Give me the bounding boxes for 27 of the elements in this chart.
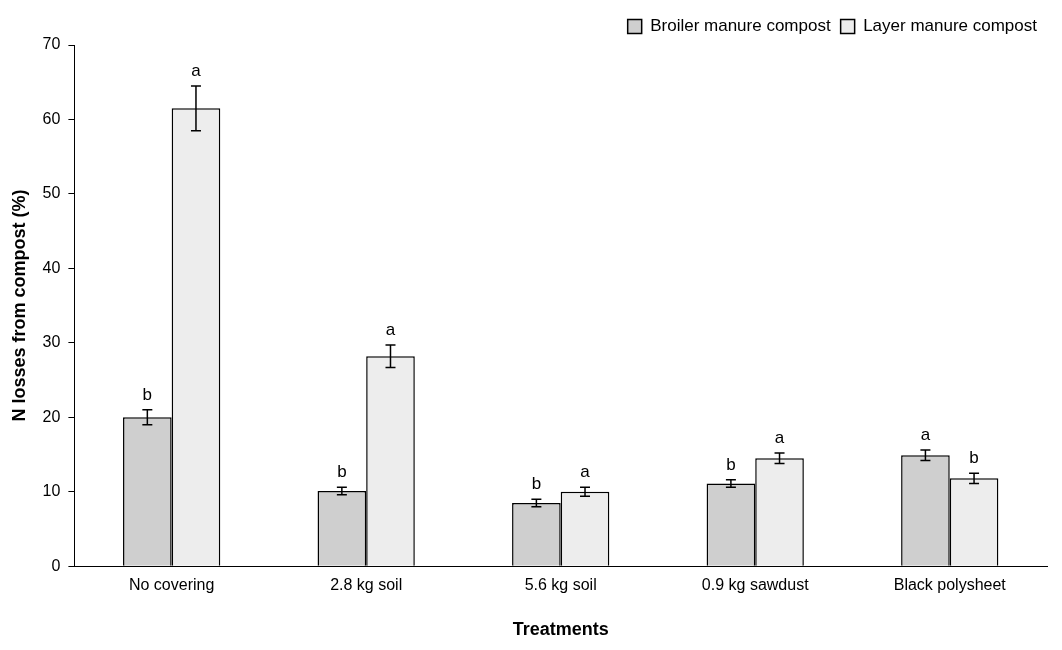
- y-tick-label: 10: [42, 482, 61, 500]
- y-tick-label: 0: [51, 556, 61, 574]
- y-tick-label: 60: [42, 109, 61, 127]
- y-tick-label: 70: [42, 35, 61, 53]
- legend-label: Broiler manure compost: [650, 16, 831, 36]
- x-axis-title: Treatments: [512, 619, 609, 640]
- annotation: b: [337, 462, 347, 482]
- annotation: a: [385, 320, 396, 340]
- x-tick-label: 2.8 kg soil: [330, 576, 403, 594]
- annotation: a: [191, 61, 202, 81]
- y-tick-label: 20: [42, 407, 61, 425]
- annotation: b: [142, 385, 153, 405]
- annotation: a: [580, 462, 591, 482]
- annotation: a: [920, 425, 931, 445]
- x-tick-label: No covering: [128, 576, 215, 594]
- annotation: b: [531, 474, 542, 494]
- y-axis-title: N losses from compost (%): [8, 189, 29, 422]
- x-tick-label: 0.9 kg sawdust: [701, 576, 810, 594]
- annotation: b: [726, 455, 736, 475]
- legend-label: Layer manure compost: [863, 16, 1038, 36]
- y-tick-label: 30: [42, 333, 61, 351]
- y-tick-label: 50: [42, 184, 61, 202]
- annotation: b: [969, 448, 979, 468]
- x-tick-label: 5.6 kg soil: [524, 576, 597, 594]
- annotation: a: [774, 428, 785, 448]
- x-tick-label: Black polysheet: [893, 576, 1007, 594]
- y-tick-label: 40: [42, 258, 61, 276]
